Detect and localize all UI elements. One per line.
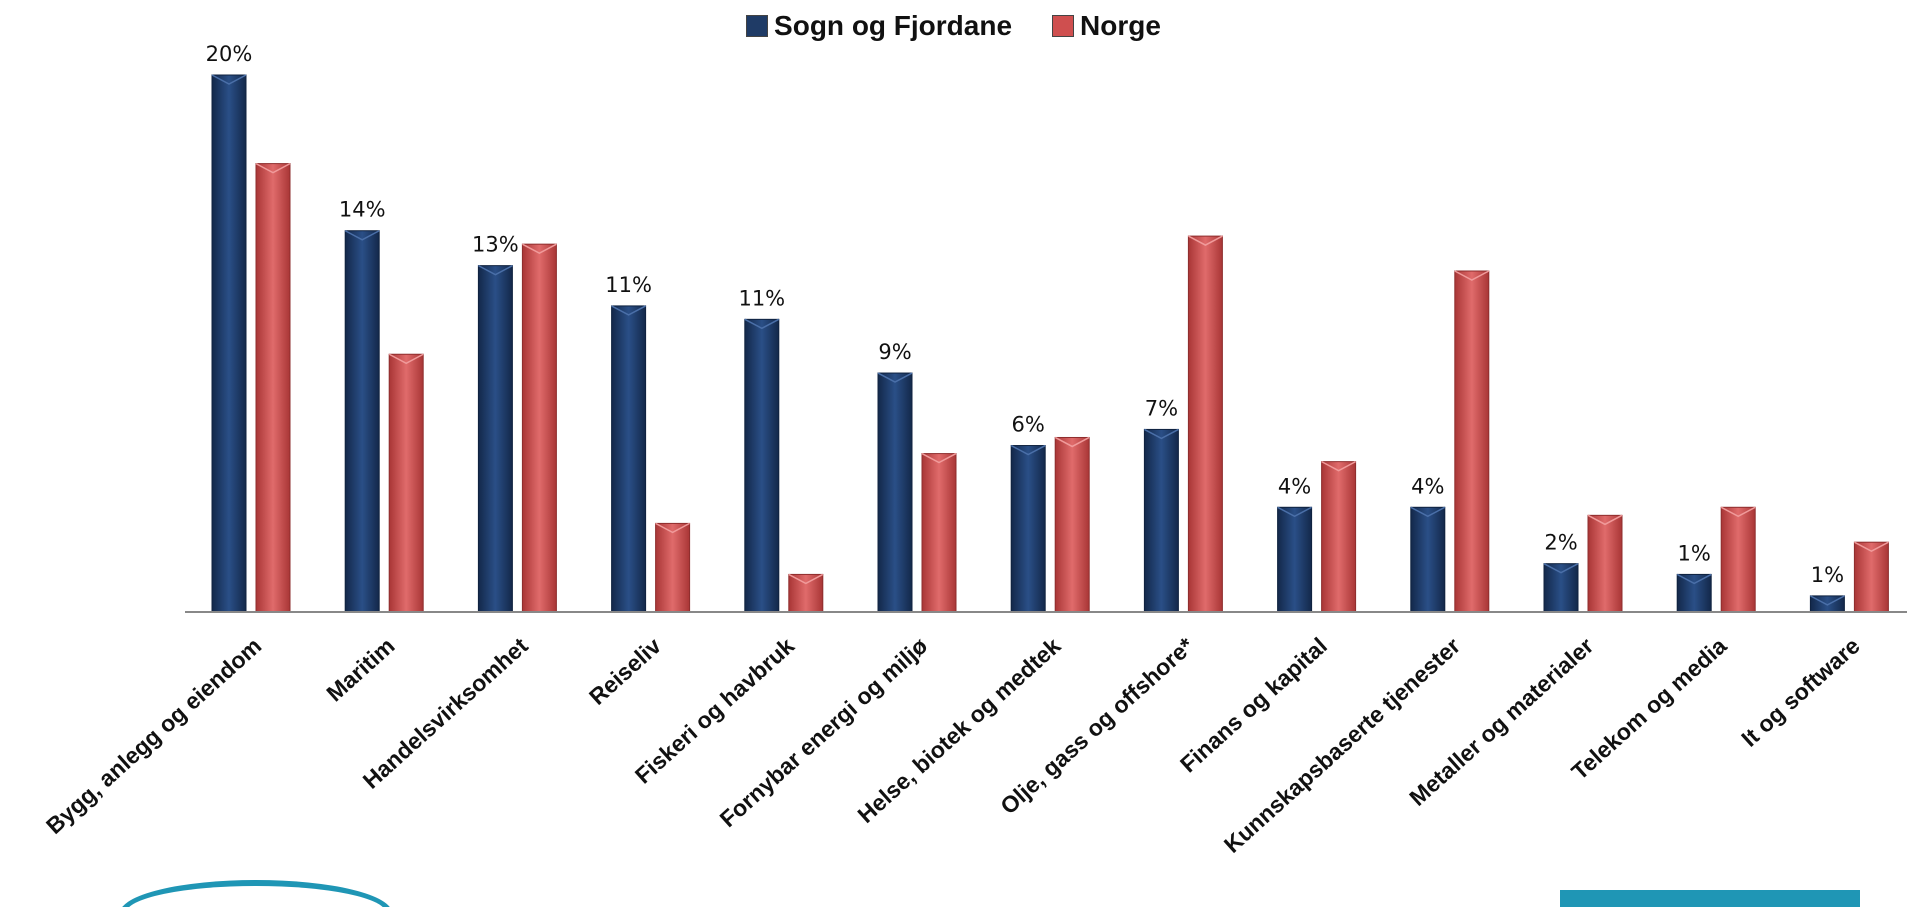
- bar-sogn-4: [744, 318, 780, 613]
- bar-sogn-11: [1676, 573, 1712, 613]
- bar-cap-norge-8: [1321, 460, 1356, 472]
- bar-norge-4: [788, 573, 824, 613]
- bar-cap-norge-2: [522, 243, 557, 255]
- data-label-sogn-0: 20%: [206, 42, 253, 66]
- bar-norge-6: [1054, 436, 1090, 613]
- legend-item-sogn: Sogn og Fjordane: [746, 10, 1012, 42]
- bar-sogn-10: [1543, 563, 1579, 613]
- bar-norge-5: [921, 453, 957, 613]
- logo-fragment-right: [1560, 890, 1860, 907]
- category-label-12: It og software: [1736, 632, 1865, 751]
- category-label-0: Bygg, anlegg og eiendom: [41, 632, 266, 839]
- bar-cap-sogn-4: [744, 318, 780, 330]
- category-label-3: Reiseliv: [584, 632, 666, 710]
- bar-norge-10: [1587, 514, 1623, 613]
- bar-cap-sogn-0: [211, 74, 247, 85]
- bar-sogn-9: [1410, 506, 1446, 613]
- data-label-sogn-1: 14%: [339, 198, 386, 222]
- bar-cap-norge-7: [1188, 235, 1223, 246]
- data-label-sogn-9: 4%: [1411, 474, 1444, 498]
- bar-sogn-7: [1143, 428, 1179, 613]
- category-label-8: Finans og kapital: [1175, 632, 1332, 777]
- legend: Sogn og Fjordane Norge: [0, 10, 1907, 42]
- bar-cap-sogn-7: [1144, 428, 1179, 440]
- category-label-1: Maritim: [321, 632, 399, 706]
- bar-sogn-3: [611, 305, 647, 613]
- bar-sogn-5: [877, 372, 913, 613]
- bar-sogn-0: [211, 74, 247, 613]
- bar-cap-sogn-10: [1543, 563, 1579, 574]
- bar-cap-sogn-8: [1277, 506, 1312, 518]
- bar-sogn-8: [1277, 506, 1313, 613]
- bar-cap-sogn-5: [877, 372, 913, 383]
- data-label-sogn-6: 6%: [1012, 413, 1045, 437]
- data-label-sogn-12: 1%: [1811, 563, 1844, 587]
- bar-norge-7: [1187, 235, 1223, 613]
- bar-norge-9: [1454, 270, 1490, 613]
- bar-cap-sogn-1: [344, 230, 380, 241]
- data-label-sogn-3: 11%: [605, 273, 652, 297]
- bar-cap-sogn-6: [1010, 444, 1046, 456]
- bar-cap-norge-0: [255, 162, 291, 174]
- legend-item-norge: Norge: [1052, 10, 1161, 42]
- bar-cap-norge-11: [1720, 506, 1756, 518]
- bar-cap-sogn-9: [1410, 506, 1446, 518]
- bar-norge-1: [388, 353, 424, 613]
- bar-cap-norge-6: [1054, 436, 1090, 448]
- bar-cap-norge-10: [1587, 514, 1623, 526]
- bar-sogn-2: [477, 265, 513, 613]
- bar-cap-sogn-12: [1810, 595, 1845, 606]
- bar-cap-norge-12: [1854, 541, 1889, 553]
- legend-swatch-sogn: [746, 15, 769, 37]
- category-label-9: Kunnskapsbaserte tjenester: [1219, 632, 1465, 857]
- data-label-sogn-7: 7%: [1145, 396, 1178, 420]
- data-label-sogn-8: 4%: [1278, 474, 1311, 498]
- data-label-sogn-4: 11%: [738, 286, 785, 310]
- bar-cap-sogn-2: [478, 264, 513, 276]
- data-label-sogn-2: 13%: [472, 233, 519, 257]
- bar-norge-2: [521, 243, 557, 613]
- bar-norge-8: [1321, 461, 1357, 613]
- bar-cap-norge-5: [921, 452, 957, 464]
- bar-norge-12: [1853, 541, 1889, 613]
- legend-label-norge: Norge: [1080, 10, 1161, 41]
- labels-group: 20%Bygg, anlegg og eiendom14%Maritim13%H…: [41, 42, 1865, 858]
- bar-sogn-1: [344, 230, 380, 613]
- bar-cap-norge-4: [788, 573, 824, 585]
- bar-cap-sogn-11: [1676, 573, 1712, 585]
- bar-sogn-6: [1010, 445, 1046, 613]
- bar-cap-norge-9: [1454, 270, 1490, 281]
- data-label-sogn-5: 9%: [878, 340, 911, 364]
- bar-norge-11: [1720, 506, 1756, 613]
- data-label-sogn-11: 1%: [1678, 541, 1711, 565]
- bar-norge-0: [255, 163, 291, 613]
- legend-swatch-norge: [1052, 15, 1075, 37]
- bar-cap-norge-3: [655, 522, 690, 534]
- bar-norge-3: [655, 522, 691, 613]
- bar-cap-norge-1: [388, 353, 424, 365]
- legend-label-sogn: Sogn og Fjordane: [774, 10, 1013, 41]
- bar-cap-sogn-3: [611, 305, 646, 316]
- data-label-sogn-10: 2%: [1544, 531, 1577, 555]
- bars-group: [211, 74, 1889, 613]
